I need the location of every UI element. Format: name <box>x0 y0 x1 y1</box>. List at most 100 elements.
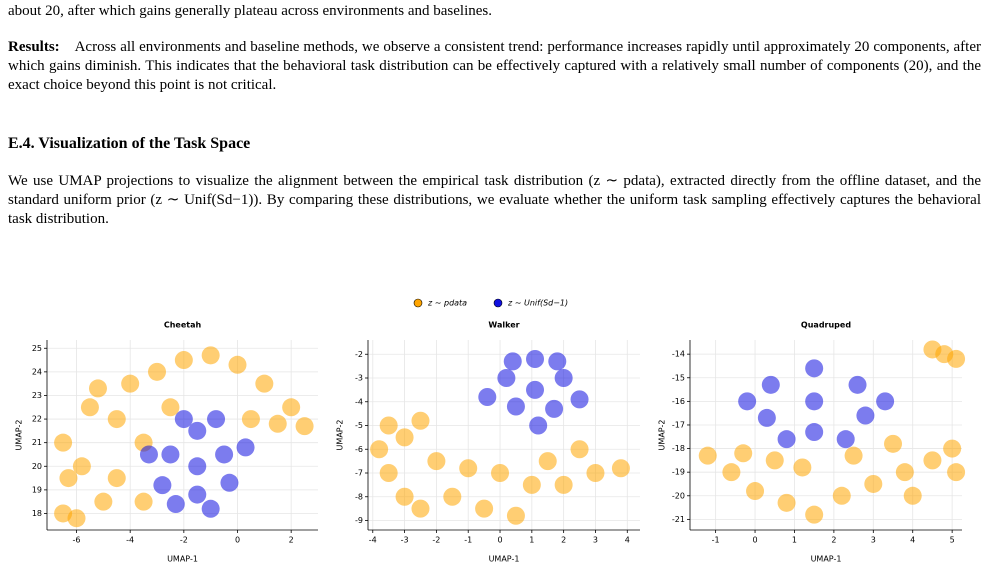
point <box>459 459 478 478</box>
point <box>805 392 824 411</box>
y-tick-label: -8 <box>355 492 363 501</box>
results-text: Across all environments and baseline met… <box>8 39 981 93</box>
point <box>844 446 863 465</box>
point <box>228 355 247 374</box>
point <box>545 399 564 418</box>
point <box>370 440 389 459</box>
point <box>746 482 765 501</box>
x-tick-label: 4 <box>910 536 915 545</box>
point <box>805 423 824 442</box>
point <box>923 451 942 470</box>
point <box>59 469 78 488</box>
y-tick-label: -16 <box>672 397 685 406</box>
x-tick-label: -4 <box>126 536 134 545</box>
y-tick-label: 19 <box>32 485 42 494</box>
point <box>215 445 234 464</box>
point <box>570 390 589 409</box>
point <box>188 457 207 476</box>
point <box>188 421 207 440</box>
point <box>491 464 510 482</box>
point <box>761 375 780 394</box>
point <box>805 505 824 524</box>
y-tick-label: 21 <box>32 438 42 447</box>
point <box>777 430 796 449</box>
point <box>538 452 557 471</box>
point <box>497 369 516 387</box>
x-axis-label: UMAP-1 <box>811 555 842 564</box>
x-tick-label: 2 <box>561 536 566 545</box>
y-tick-label: -9 <box>355 516 363 525</box>
x-tick-label: -4 <box>369 536 377 545</box>
point <box>738 392 757 411</box>
point <box>411 411 430 430</box>
y-tick-label: 24 <box>32 367 42 376</box>
point <box>526 350 545 368</box>
point <box>88 379 107 398</box>
point <box>947 463 966 482</box>
point <box>554 369 573 387</box>
point <box>166 495 185 514</box>
point <box>526 380 545 399</box>
point <box>529 416 548 435</box>
y-tick-label: -2 <box>355 350 363 359</box>
y-tick-label: -21 <box>672 515 685 524</box>
y-tick-label: 25 <box>32 344 42 353</box>
point <box>54 433 73 452</box>
point <box>395 428 414 447</box>
point <box>268 414 287 433</box>
point <box>856 406 875 425</box>
results-label: Results: <box>8 39 60 55</box>
x-tick-label: 0 <box>752 536 757 545</box>
point <box>570 440 589 459</box>
point <box>864 474 883 493</box>
legend-label: z ∼ Unif(Sd−1) <box>507 299 568 308</box>
x-tick-label: 1 <box>792 536 797 545</box>
point <box>805 359 824 378</box>
x-tick-label: -1 <box>712 536 720 545</box>
x-tick-label: 1 <box>529 536 534 545</box>
x-tick-label: -3 <box>401 536 409 545</box>
point <box>121 374 140 393</box>
point <box>72 457 91 476</box>
point <box>478 388 497 406</box>
y-tick-label: 23 <box>32 391 42 400</box>
point <box>201 499 220 518</box>
x-tick-label: -1 <box>464 536 472 545</box>
point <box>255 374 274 393</box>
y-tick-label: -15 <box>672 373 685 382</box>
point <box>67 509 86 528</box>
y-tick-label: -17 <box>672 420 685 429</box>
y-tick-label: -7 <box>355 469 363 478</box>
point <box>903 486 922 505</box>
point <box>220 473 239 492</box>
point <box>884 434 903 453</box>
point <box>148 362 167 381</box>
point <box>611 459 630 478</box>
x-tick-label: -2 <box>432 536 440 545</box>
point <box>793 458 812 477</box>
point <box>554 475 573 494</box>
x-axis-label: UMAP-1 <box>489 555 520 564</box>
point <box>411 499 430 518</box>
y-tick-label: 22 <box>32 415 42 424</box>
section-title: E.4. Visualization of the Task Space <box>8 135 251 152</box>
x-tick-label: 5 <box>950 536 955 545</box>
point <box>947 349 966 368</box>
y-axis-label: UMAP-2 <box>658 420 667 451</box>
point <box>443 487 462 506</box>
legend-marker <box>413 298 423 308</box>
point <box>832 486 851 505</box>
point <box>895 463 914 482</box>
point <box>836 430 855 449</box>
point <box>503 352 522 371</box>
x-tick-label: 0 <box>235 536 240 545</box>
point <box>188 485 207 504</box>
point <box>379 416 398 435</box>
point <box>241 410 260 429</box>
point <box>923 340 942 359</box>
y-tick-label: -18 <box>672 444 685 453</box>
point <box>107 410 126 429</box>
point <box>139 445 158 464</box>
